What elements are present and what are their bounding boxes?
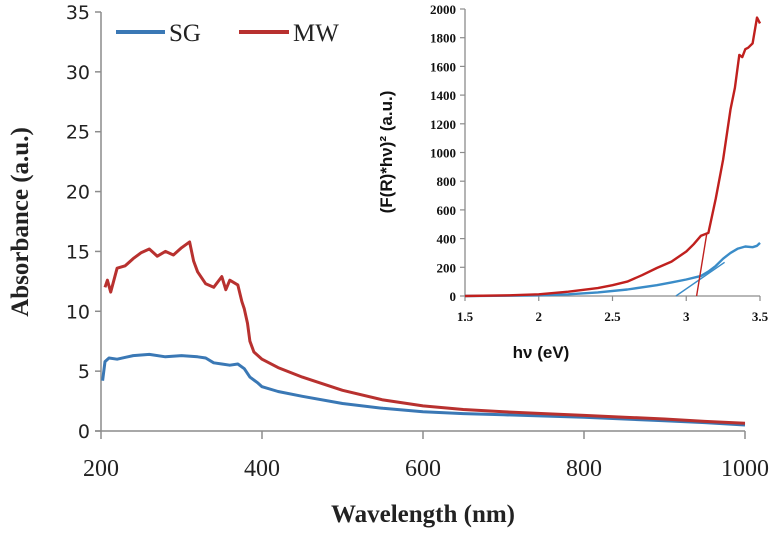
main-series-sg [101,352,746,427]
legend-label-mw: MW [293,20,339,47]
inset-x-tick-label: 1.5 [457,309,474,324]
main-x-axis-title: Wavelength (nm) [331,501,515,528]
inset-series-mw-tauc-fit [695,232,708,297]
main-y-tick-label: 35 [66,2,90,24]
inset-y-tick-label: 1600 [430,59,456,74]
main-y-tick-label: 0 [78,421,90,443]
inset-x-axis-title: hν (eV) [513,343,570,362]
inset-y-tick-label: 1200 [430,117,456,132]
main-x-tick-label: 1000 [721,456,769,482]
inset-y-tick-label: 600 [437,203,457,218]
main-x-tick-label: 400 [244,456,280,482]
main-y-tick-label: 10 [66,301,90,323]
inset-y-tick-label: 0 [450,289,457,304]
main-series-group [101,240,746,427]
main-x-tick-label: 800 [566,456,602,482]
inset-series-group [464,16,762,298]
main-x-tick-label: 600 [405,456,441,482]
main-y-tick-label: 15 [66,241,90,263]
inset-series-mw [464,16,762,298]
inset-y-tick-label: 1800 [430,31,456,46]
main-y-tick-label: 25 [66,122,90,144]
main-y-axis-title: Absorbance (a.u.) [7,127,34,317]
main-y-tick-label: 30 [66,62,90,84]
inset-x-tick-label: 2.5 [604,309,621,324]
inset-y-tick-label: 1000 [430,146,456,161]
inset-y-tick-label: 200 [437,260,457,275]
inset-y-tick-label: 400 [437,232,457,247]
main-x-tick-label: 200 [83,456,119,482]
inset-y-tick-label: 800 [437,174,457,189]
inset-y-tick-label: 2000 [430,2,456,17]
main-y-tick-label: 5 [78,361,90,383]
legend-label-sg: SG [169,20,201,47]
inset-y-axis-title: (F(R)*hν)² (a.u.) [377,91,396,214]
main-y-tick-label: 20 [66,182,90,204]
inset-axes: 0 200 400 600 800 1000 1200 1400 1600 1800 2000 1.5… [430,2,769,324]
inset-x-tick-label: 2 [536,309,543,324]
inset-series-sg-tauc-fit [675,261,725,297]
main-series-mw [103,240,746,425]
inset-x-tick-label: 3 [683,309,690,324]
legend: SG MW [116,20,339,47]
inset-x-tick-label: 3.5 [752,309,769,324]
inset-y-tick-label: 1400 [430,88,456,103]
inset-series-sg [464,242,761,298]
